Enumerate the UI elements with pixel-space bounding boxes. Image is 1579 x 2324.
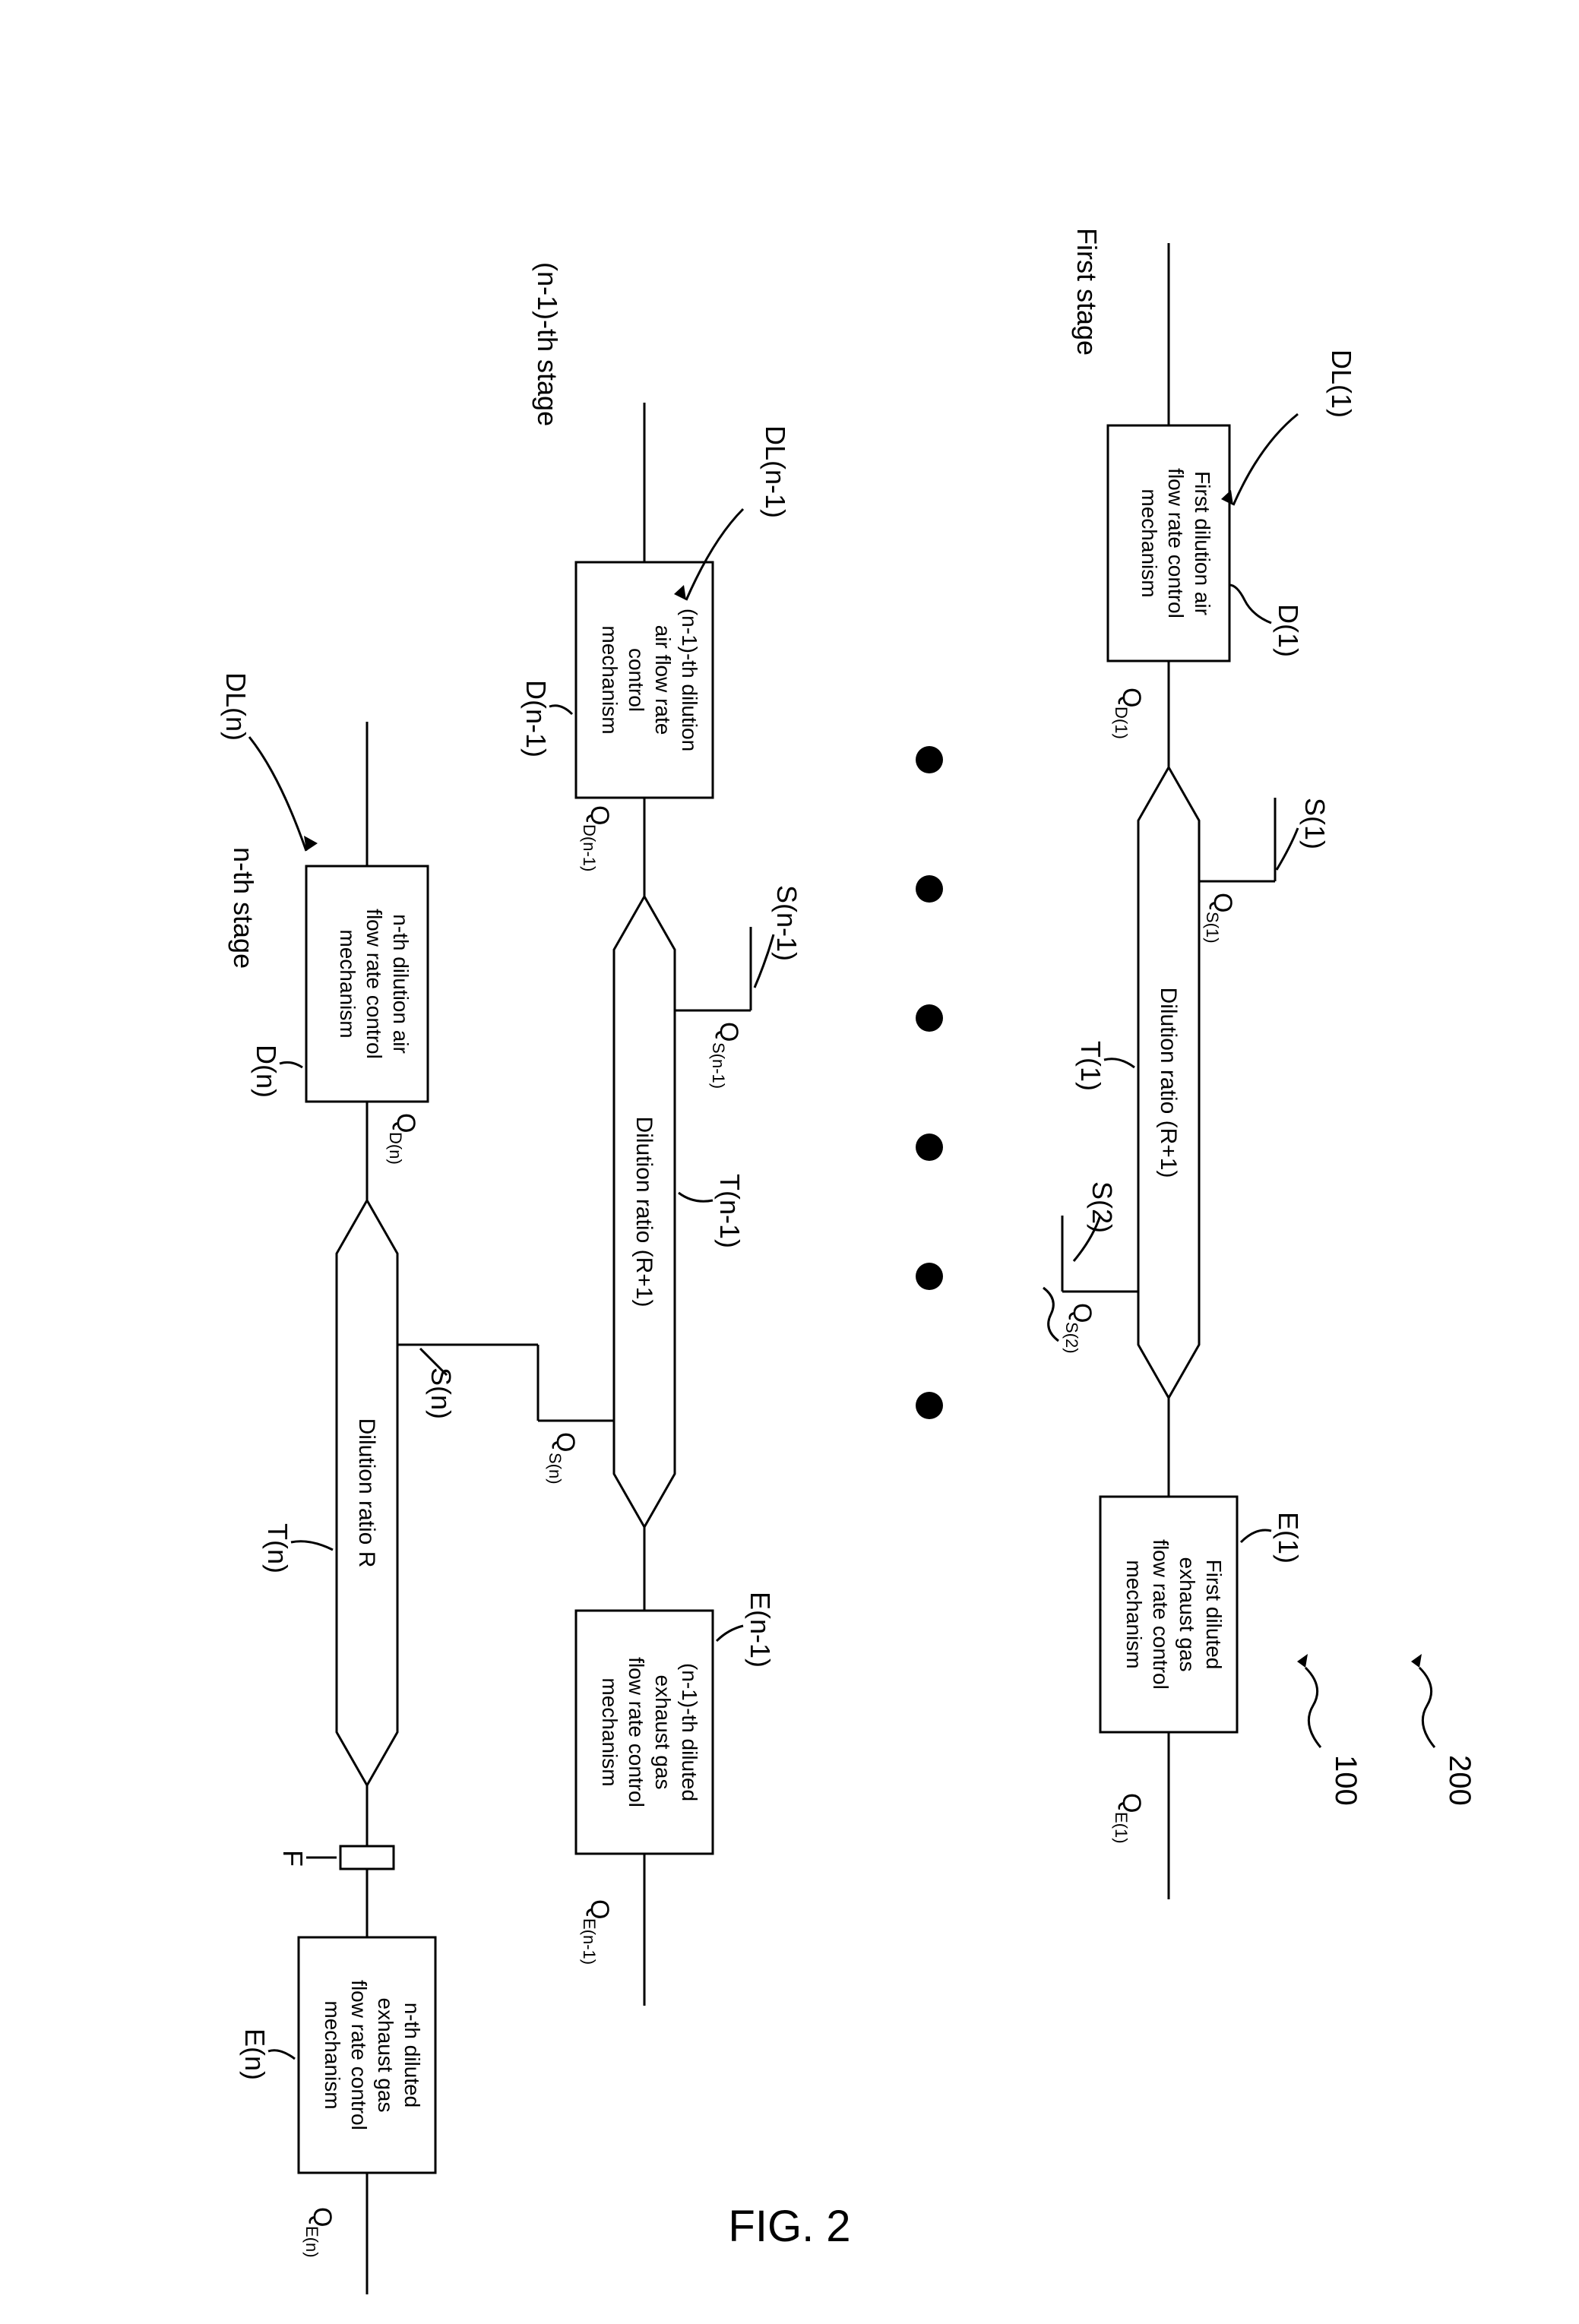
stage1-qd: Q D(1) <box>1112 688 1146 739</box>
stage1-e-line1: First diluted <box>1202 1560 1226 1670</box>
stage-n: n-th stage DL(n) n-th dilution air flow … <box>220 672 538 2294</box>
svg-text:S(n-1): S(n-1) <box>709 1042 728 1089</box>
stage-nm1-title: (n-1)-th stage <box>532 262 563 426</box>
stage-nm1-d-line2: air flow rate <box>651 625 675 735</box>
svg-text:Q: Q <box>391 1113 420 1133</box>
stage1-qs2: Q S(2) <box>1043 1288 1096 1354</box>
stage-n-tunnel-text: Dilution ratio R <box>354 1418 379 1568</box>
stage-nm1-e-line4: mechanism <box>598 1677 622 1786</box>
ref-100-text: 100 <box>1329 1755 1362 1806</box>
svg-text:S(1): S(1) <box>1203 912 1222 944</box>
svg-text:S(n): S(n) <box>546 1453 565 1485</box>
stage1-d-line1: First dilution air <box>1191 471 1214 615</box>
stage1-t-ref: T(1) <box>1075 1041 1106 1091</box>
stage1-dl-label: DL(1) <box>1326 349 1357 418</box>
stage-n-t-ref: T(n) <box>262 1523 293 1573</box>
figure-caption: FIG. 2 <box>728 2202 850 2251</box>
stage-nm1-d-ref: D(n-1) <box>521 680 552 757</box>
stage1-title: First stage <box>1071 228 1103 356</box>
svg-text:Q: Q <box>308 2207 337 2227</box>
stage-nm1-e-line3: flow rate control <box>625 1657 648 1807</box>
stage-n-s-ref: S(n) <box>426 1368 457 1419</box>
svg-text:Q: Q <box>714 1022 743 1042</box>
stage-n-e-line3: flow rate control <box>347 1980 371 2130</box>
stage-n-title: n-th stage <box>228 847 259 969</box>
stage-n-d-ref: D(n) <box>251 1045 282 1098</box>
stage-nm1-qs: Q S(n-1) <box>709 1022 743 1089</box>
stage-nm1-dl-label: DL(n-1) <box>760 425 791 518</box>
stage1-qe: Q E(1) <box>1112 1793 1146 1844</box>
diagram-canvas: 200 100 First stage DL(1) First dilution… <box>0 0 1579 2324</box>
stage-n-qe: Q E(n) <box>302 2207 337 2258</box>
stage-n-dl-label: DL(n) <box>220 672 252 741</box>
filter-ref: F <box>277 1850 309 1867</box>
stage-n-qd: Q D(n) <box>386 1113 420 1165</box>
stage-nm1-d-line4: mechanism <box>598 625 622 734</box>
stage1-s1-ref: S(1) <box>1299 798 1331 849</box>
stage-n-e-line2: exhaust gas <box>374 1998 397 2113</box>
stage-nm1-qsn-out: Q S(n) <box>546 1432 580 1485</box>
stage-first: First stage DL(1) First dilution air flo… <box>1043 228 1357 1899</box>
reference-200: 200 <box>1411 1654 1476 1806</box>
stage-nm1-qd: Q D(n-1) <box>580 805 614 871</box>
stage-nm1-e-line2: exhaust gas <box>651 1675 675 1790</box>
stage-nm1-t-ref: T(n-1) <box>714 1174 745 1248</box>
svg-text:D(n-1): D(n-1) <box>580 824 599 871</box>
stage-nm1-e-line1: (n-1)-th diluted <box>678 1663 701 1801</box>
svg-text:E(n-1): E(n-1) <box>580 1918 599 1965</box>
stage1-s2-ref: S(2) <box>1087 1181 1118 1233</box>
svg-text:Q: Q <box>1117 1793 1146 1813</box>
stage-n-e-line4: mechanism <box>321 2000 344 2109</box>
svg-text:Q: Q <box>585 805 614 825</box>
stage1-d-ref: D(1) <box>1273 604 1304 657</box>
reference-100: 100 <box>1297 1654 1362 1806</box>
svg-text:D(1): D(1) <box>1112 707 1131 739</box>
svg-text:Q: Q <box>1117 688 1146 707</box>
stage1-e-line3: flow rate control <box>1149 1539 1172 1690</box>
stage1-e-line4: mechanism <box>1122 1560 1146 1668</box>
stage-nm1-qe: Q E(n-1) <box>580 1899 614 1965</box>
stage-n-d-line1: n-th dilution air <box>389 914 413 1054</box>
stage-nminus1: (n-1)-th stage DL(n-1) (n-1)-th dilution… <box>521 262 802 2006</box>
svg-text:Q: Q <box>1208 893 1237 912</box>
svg-text:S(2): S(2) <box>1062 1322 1081 1354</box>
stage-nm1-s-ref: S(n-1) <box>771 885 802 961</box>
stage-n-e-line1: n-th diluted <box>400 2003 424 2108</box>
filter <box>340 1846 394 1869</box>
stage-nm1-d-line1: (n-1)-th dilution <box>678 609 701 751</box>
stage-n-d-line2: flow rate control <box>362 909 386 1059</box>
stage-nm1-d-line3: control <box>625 648 648 712</box>
stage-nm1-tunnel-text: Dilution ratio (R+1) <box>631 1117 657 1307</box>
stage1-tunnel-text: Dilution ratio (R+1) <box>1156 988 1181 1178</box>
stage-nm1-e-ref: E(n-1) <box>745 1592 776 1668</box>
svg-text:Q: Q <box>551 1432 580 1452</box>
svg-text:Q: Q <box>1068 1303 1096 1323</box>
svg-text:E(1): E(1) <box>1112 1812 1131 1844</box>
stage1-d-line2: flow rate control <box>1164 468 1188 618</box>
svg-text:Q: Q <box>585 1899 614 1919</box>
ref-200-text: 200 <box>1443 1755 1476 1806</box>
stage1-e-line2: exhaust gas <box>1176 1557 1199 1672</box>
svg-text:D(n): D(n) <box>386 1132 405 1165</box>
stage1-e-ref: E(1) <box>1273 1512 1304 1564</box>
stage1-qs1: Q S(1) <box>1203 893 1237 944</box>
svg-text:E(n): E(n) <box>302 2226 321 2258</box>
stage-n-e-ref: E(n) <box>239 2028 271 2080</box>
stage1-d-line3: mechanism <box>1138 489 1161 597</box>
stage1-dl-arrow <box>1233 414 1298 505</box>
stage-n-d-line3: mechanism <box>336 929 359 1038</box>
ellipsis-dots <box>916 746 943 1419</box>
